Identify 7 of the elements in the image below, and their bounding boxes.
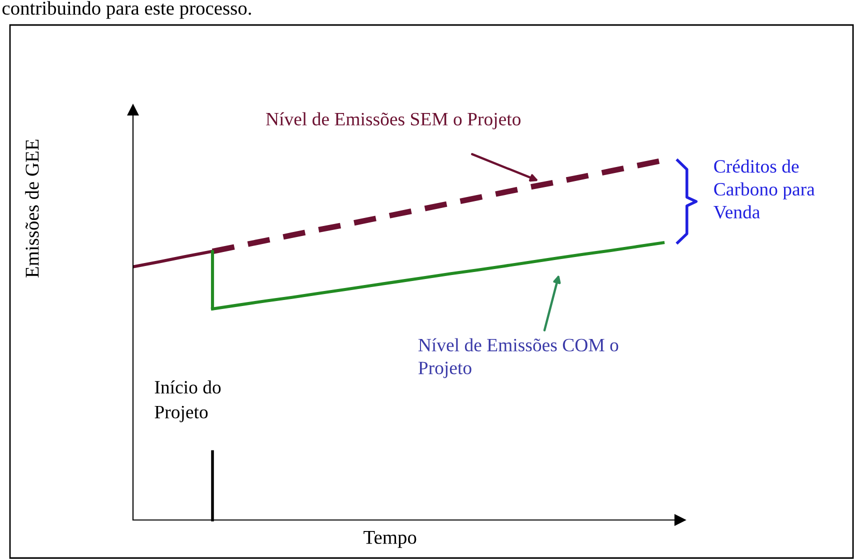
y-axis-title: Emissões de GEE [25, 140, 39, 278]
text: Nível de Emissões COM o Projeto [418, 338, 618, 378]
annotation: Início do Projeto [154, 380, 221, 422]
text: contribuindo para este processo. [2, 1, 251, 19]
x-axis-title: Tempo [364, 531, 416, 548]
text: Créditos de Carbono para Venda [714, 160, 815, 219]
text: Nível de Emissões SEM o Projeto [266, 112, 521, 130]
